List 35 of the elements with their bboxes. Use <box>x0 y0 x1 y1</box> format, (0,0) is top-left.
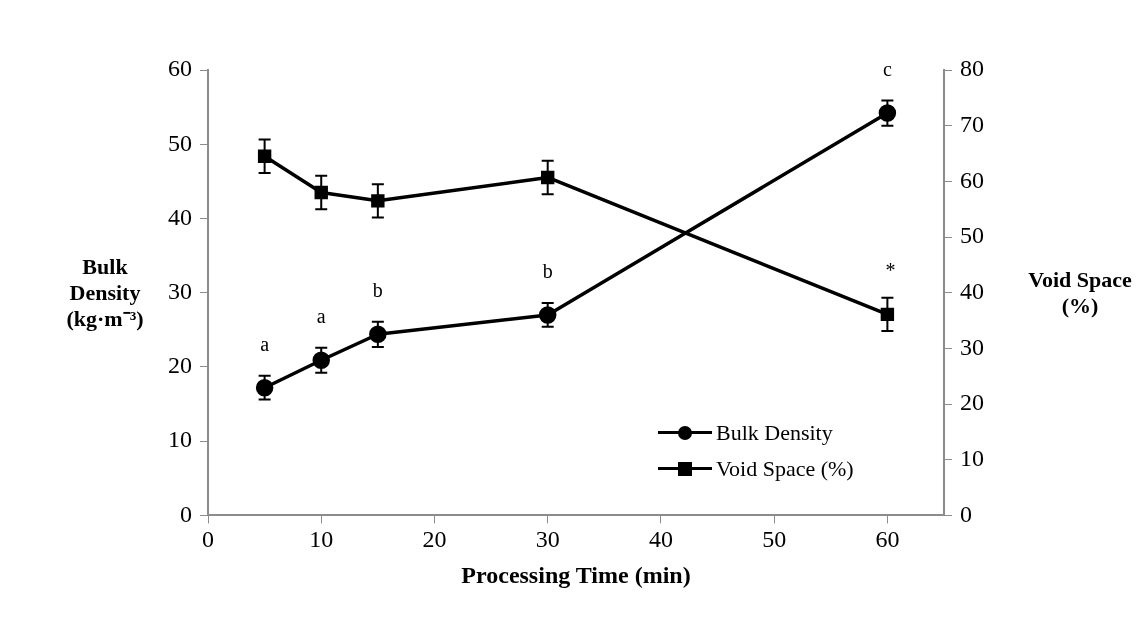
y-tick-label: 50 <box>168 129 192 156</box>
y-tick-label: 60 <box>168 55 192 82</box>
x-tick-label: 60 <box>875 526 900 553</box>
y2-tick-label: 70 <box>960 110 984 137</box>
y2-tick-label: 80 <box>960 55 984 82</box>
y-tick-label: 10 <box>168 426 192 453</box>
x-tick-label: 40 <box>648 526 673 553</box>
y-tick-label: 30 <box>168 278 192 304</box>
y2-axis-title: Void Space (%) <box>1027 266 1133 319</box>
annotation: c <box>882 57 892 80</box>
y-tick-label: 0 <box>180 500 192 527</box>
legend-label: Void Space (%) <box>716 456 854 483</box>
annotation: * <box>885 258 896 281</box>
y2-tick-label: 60 <box>960 166 984 193</box>
annotation: b <box>542 260 553 283</box>
y2-tick-label: 50 <box>960 222 984 249</box>
annotation: a <box>260 333 270 356</box>
x-axis-title: Processing Time (min) <box>461 561 691 588</box>
y2-tick-label: 30 <box>960 333 984 360</box>
legend-label: Bulk Density <box>716 420 833 447</box>
x-tick-label: 50 <box>762 526 787 553</box>
x-tick-label: 10 <box>309 526 334 553</box>
x-tick-label: 0 <box>202 526 214 553</box>
annotation: b <box>372 278 383 301</box>
x-tick-label: 20 <box>422 526 447 553</box>
point <box>371 194 385 208</box>
y-axis-title: Bulk Density (kg·m⁻³) <box>65 253 145 332</box>
x-tick-label: 30 <box>535 526 560 553</box>
y2-tick-label: 20 <box>960 389 984 416</box>
annotation: a <box>316 304 326 327</box>
y-tick-label: 20 <box>168 352 192 379</box>
y2-tick-label: 10 <box>960 445 984 472</box>
y2-tick-label: 40 <box>960 278 984 304</box>
y-tick-label: 40 <box>168 203 192 230</box>
y2-tick-label: 0 <box>960 500 972 527</box>
